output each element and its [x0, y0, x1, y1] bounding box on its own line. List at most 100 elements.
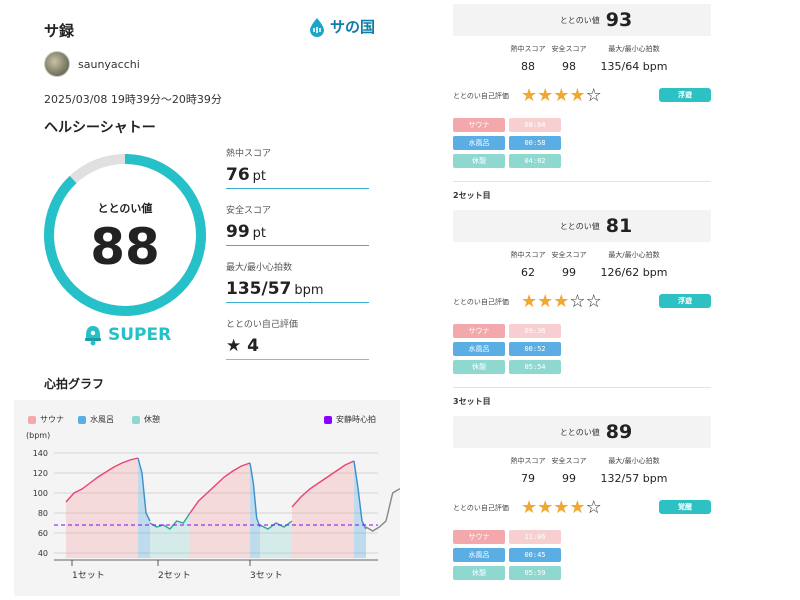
metric-label: 熱中スコア: [226, 149, 272, 159]
phase-name: サウナ: [453, 530, 505, 544]
phase-name: 水風呂: [453, 342, 505, 356]
y-tick-label: 80: [38, 509, 48, 518]
phase-sauna: サウナ 09:36: [453, 324, 561, 338]
legend-label: 休憩: [144, 415, 160, 424]
score-value: 135/64 bpm: [600, 60, 668, 73]
session-datetime: 2025/03/08 19時39分〜20時39分: [44, 93, 222, 106]
chart-plot: (bpm) 40 60 80 100 120 140 1セット 2セット 3セット: [26, 431, 400, 581]
phase-water: 水風呂 00:45: [453, 548, 561, 562]
score-value: 99: [562, 266, 576, 279]
star-filled-icon[interactable]: ★: [537, 85, 554, 106]
totonoi-gauge: [44, 154, 206, 316]
y-tick-label: 40: [38, 549, 48, 558]
score-value: 98: [562, 60, 576, 73]
totonoi-label: ととのい値: [559, 221, 600, 231]
eval-label: ととのい自己評価: [453, 298, 509, 306]
divider: [453, 181, 711, 182]
totonoi-value: 88: [90, 218, 160, 276]
metric-self-eval: ととのい自己評価 ★ 4: [226, 317, 369, 360]
avatar[interactable]: [44, 51, 70, 77]
phase-name: 休憩: [453, 360, 505, 374]
star-filled-icon[interactable]: ★: [521, 291, 538, 312]
phase-rest: 休憩 04:02: [453, 154, 561, 168]
set3-eval: ととのい自己評価 ★★★★☆ 覚醒: [453, 497, 711, 518]
phase-name: 水風呂: [453, 136, 505, 150]
metric-value: 76: [226, 165, 250, 185]
metric-unit: bpm: [294, 283, 324, 298]
star-filled-icon[interactable]: ★: [537, 497, 554, 518]
totonoi-label: ととのい値: [559, 427, 600, 437]
y-tick-label: 100: [33, 489, 48, 498]
metric-unit: pt: [252, 169, 267, 184]
score-label: 安全スコア: [551, 251, 587, 259]
legend-item-sauna: サウナ: [28, 414, 64, 425]
star-filled-icon[interactable]: ★: [521, 497, 538, 518]
brand-logo[interactable]: サの国: [308, 16, 375, 37]
score-label: 安全スコア: [551, 45, 587, 53]
phase-name: サウナ: [453, 324, 505, 338]
phase-name: 水風呂: [453, 548, 505, 562]
x-tick-label: 1セット: [72, 570, 105, 581]
series-line: [189, 462, 251, 514]
metric-value: 4: [247, 336, 260, 356]
eval-label: ととのい自己評価: [453, 92, 509, 100]
set1-eval: ととのい自己評価 ★★★★☆ 浮遊: [453, 85, 711, 106]
phase-name: サウナ: [453, 118, 505, 132]
series-line: [65, 457, 139, 503]
score-label: 最大/最小心拍数: [608, 251, 660, 259]
star-filled-icon[interactable]: ★: [553, 497, 570, 518]
sauna-hat-icon: [85, 326, 101, 346]
user-info[interactable]: saunyacchi: [44, 51, 140, 77]
star-filled-icon[interactable]: ★: [553, 85, 570, 106]
username: saunyacchi: [78, 57, 140, 71]
phase-time: 09:36: [509, 324, 561, 338]
star-filled-icon[interactable]: ★: [537, 291, 554, 312]
legend-swatch: [78, 415, 86, 424]
star-filled-icon[interactable]: ★: [521, 85, 538, 106]
series-area: [150, 513, 190, 558]
metric-heat-score: 熱中スコア 76 pt: [226, 146, 369, 189]
y-unit-label: (bpm): [26, 431, 50, 440]
series-area: [66, 458, 138, 558]
series-area: [138, 458, 150, 558]
score-label: 熱中スコア: [510, 251, 546, 259]
set1-totonoi-box: ととのい値 93: [453, 4, 711, 36]
star-empty-icon[interactable]: ☆: [585, 291, 602, 312]
star-empty-icon[interactable]: ☆: [569, 291, 586, 312]
score-value: 126/62 bpm: [600, 266, 668, 279]
score-value: 88: [521, 60, 535, 73]
star-rating[interactable]: ★★★★☆: [521, 85, 602, 106]
star-filled-icon[interactable]: ★: [569, 85, 586, 106]
phase-name: 休憩: [453, 154, 505, 168]
score-label: 熱中スコア: [510, 45, 546, 53]
rank-label: SUPER: [108, 325, 172, 345]
metric-safety-score: 安全スコア 99 pt: [226, 203, 369, 246]
series-line: [249, 462, 261, 528]
phase-time: 00:58: [509, 136, 561, 150]
graph-title: 心拍グラフ: [44, 377, 105, 391]
series-area: [292, 461, 354, 558]
phase-time: 00:52: [509, 342, 561, 356]
star-rating[interactable]: ★★★★☆: [521, 497, 602, 518]
water-drop-icon: [310, 17, 324, 37]
metric-unit: pt: [252, 226, 267, 241]
series-line: [137, 457, 151, 522]
star-empty-icon[interactable]: ☆: [585, 85, 602, 106]
totonoi-label: ととのい値: [97, 202, 153, 215]
score-value: 79: [521, 472, 535, 485]
phase-rest: 休憩 05:59: [453, 566, 561, 580]
star-filled-icon[interactable]: ★: [553, 291, 570, 312]
legend-swatch: [324, 415, 332, 424]
set2-totonoi-box: ととのい値 81: [453, 210, 711, 242]
series-line: [149, 512, 191, 530]
legend-label: 水風呂: [90, 415, 114, 424]
y-tick-label: 120: [33, 469, 48, 478]
phase-time: 11:06: [509, 530, 561, 544]
phase-time: 05:59: [509, 566, 561, 580]
legend-label: サウナ: [40, 415, 64, 424]
star-rating[interactable]: ★★★☆☆: [521, 291, 602, 312]
score-value: 62: [521, 266, 535, 279]
gauge-arc: [44, 154, 206, 316]
star-filled-icon[interactable]: ★: [569, 497, 586, 518]
star-empty-icon[interactable]: ☆: [585, 497, 602, 518]
